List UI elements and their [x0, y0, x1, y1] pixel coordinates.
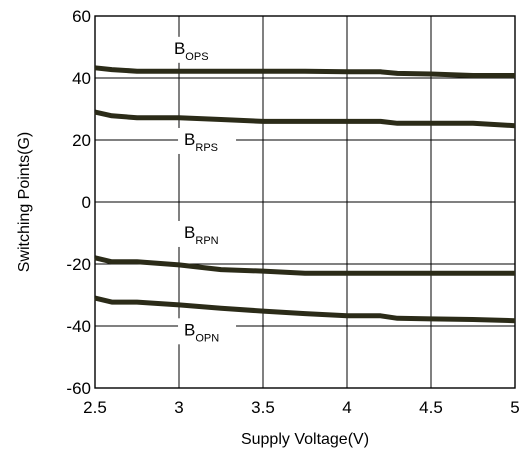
x-tick-labels: 2.5 3 3.5 4 4.5 5 — [83, 398, 520, 417]
y-tick-label: -20 — [66, 255, 91, 274]
series-line-brpn — [94, 255, 515, 276]
annotation-subscript: RPN — [195, 235, 218, 247]
x-tick-label: 2.5 — [83, 398, 107, 417]
annotation-bopn: BOPN — [184, 320, 219, 344]
annotation-main: B — [184, 320, 195, 339]
series-line-bops — [94, 65, 515, 78]
y-axis-title: Switching Points(G) — [16, 132, 33, 273]
annotation-main: B — [174, 39, 185, 58]
annotation-background — [178, 127, 237, 154]
x-tick-label: 5 — [510, 398, 519, 417]
x-tick-label: 4 — [342, 398, 351, 417]
annotation-brps: BRPS — [184, 130, 218, 154]
x-axis-title: Supply Voltage(V) — [241, 431, 369, 448]
y-tick-label: 60 — [72, 7, 91, 26]
annotation-subscript: RPS — [195, 142, 218, 154]
plot-frame — [94, 15, 516, 389]
x-tick-label: 3 — [174, 398, 183, 417]
annotation-main: B — [184, 223, 195, 242]
y-tick-label: 0 — [82, 193, 91, 212]
annotation-background — [167, 36, 226, 63]
series-line-bopn — [94, 295, 516, 324]
x-tick-label: 3.5 — [251, 398, 275, 417]
y-tick-labels: -60 -40 -20 0 20 40 60 — [66, 7, 91, 398]
series-line-brps — [94, 109, 516, 129]
y-tick-label: 20 — [72, 131, 91, 150]
annotation-bops: BOPS — [174, 39, 209, 63]
x-tick-label: 4.5 — [419, 398, 443, 417]
y-tick-label: 40 — [72, 69, 91, 88]
annotation-brpn: BRPN — [184, 223, 219, 247]
y-tick-label: -40 — [66, 317, 91, 336]
y-tick-label: -60 — [66, 379, 91, 398]
series-group — [94, 65, 516, 324]
annotation-subscript: OPS — [185, 51, 208, 63]
annotation-background — [178, 318, 237, 345]
annotation-subscript: OPN — [195, 332, 219, 344]
annotation-background — [178, 220, 237, 247]
annotation-main: B — [184, 130, 195, 149]
